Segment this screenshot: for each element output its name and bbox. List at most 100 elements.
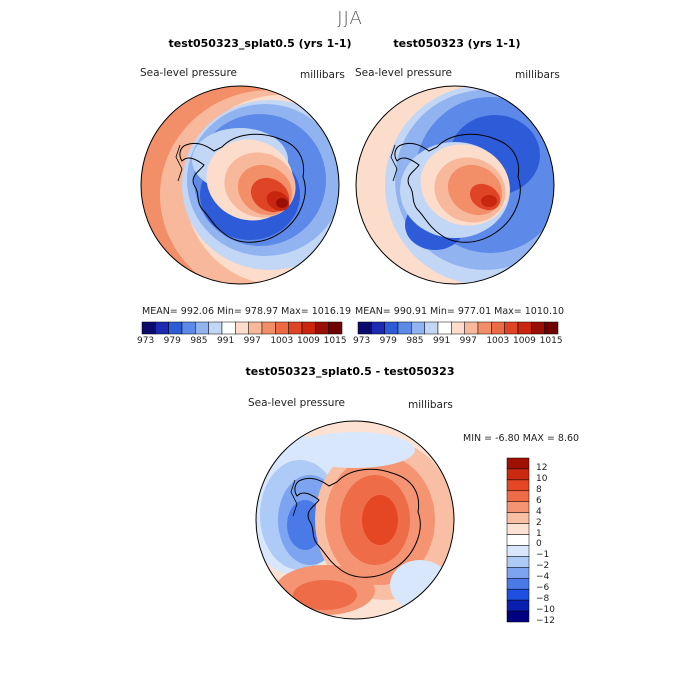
contour-region xyxy=(362,495,398,545)
panel3-map xyxy=(255,420,455,620)
panel1-variable: Sea-level pressure xyxy=(140,67,238,79)
colorbar-tick-label: 1009 xyxy=(513,336,536,346)
colorbar-tick-label: 2 xyxy=(536,517,542,528)
colorbar-tick-label: −1 xyxy=(536,550,550,561)
colorbar-swatch xyxy=(506,457,530,470)
contour-region xyxy=(390,560,450,610)
colorbar-tick-label: 8 xyxy=(536,484,542,495)
colorbar-tick-label: −10 xyxy=(536,605,555,616)
colorbar-swatch xyxy=(315,321,329,335)
contour-region xyxy=(295,432,415,468)
colorbar-swatch xyxy=(301,321,316,335)
panel1-colorbar xyxy=(141,321,343,335)
panel3-title: test050323_splat0.5 - test050323 xyxy=(245,365,455,378)
colorbar-swatch xyxy=(477,321,492,335)
colorbar-tick-label: 1015 xyxy=(539,336,563,346)
map-boundary xyxy=(140,85,340,285)
panel2-map xyxy=(355,85,555,285)
colorbar-tick-label: −2 xyxy=(536,561,550,572)
map-boundary xyxy=(355,85,555,285)
colorbar-tick-label: 4 xyxy=(536,506,542,517)
colorbar-swatch xyxy=(506,479,530,492)
panel3-stats: MIN = -6.80 MAX = 8.60 xyxy=(463,433,580,444)
colorbar-tick-label: −4 xyxy=(536,572,550,583)
panel1-map xyxy=(140,85,340,285)
colorbar-tick-label: 12 xyxy=(536,462,548,473)
colorbar-swatch xyxy=(517,321,532,335)
colorbar-swatch xyxy=(437,321,452,335)
colorbar-swatch xyxy=(261,321,276,335)
colorbar-tick-label: 6 xyxy=(536,495,542,506)
figure-title: JJA xyxy=(337,8,363,29)
colorbar-tick-label: 991 xyxy=(217,336,235,346)
panel1-title: test050323_splat0.5 (yrs 1-1) xyxy=(168,37,352,50)
colorbar-tick-label: 1009 xyxy=(297,336,320,346)
colorbar-tick-label: −12 xyxy=(536,616,555,626)
colorbar-swatch xyxy=(384,321,399,335)
colorbar-swatch xyxy=(506,468,530,481)
antarctica-coastline xyxy=(394,133,521,243)
colorbar-swatch xyxy=(506,545,530,557)
peninsula-coastline xyxy=(175,144,183,182)
colorbar-tick-label: 1015 xyxy=(323,336,347,346)
colorbar-swatch xyxy=(506,588,530,601)
colorbar-swatch xyxy=(397,321,412,335)
panel2-title: test050323 (yrs 1-1) xyxy=(393,37,521,50)
panel3-units: millibars xyxy=(408,399,453,411)
colorbar-tick-label: 973 xyxy=(353,336,371,346)
colorbar-swatch xyxy=(141,321,156,335)
colorbar-swatch xyxy=(506,534,530,546)
colorbar-swatch xyxy=(288,321,303,335)
panel2-stats: MEAN= 990.91 Min= 977.01 Max= 1010.10 xyxy=(355,306,565,317)
panel1-units: millibars xyxy=(300,69,345,81)
colorbar-swatch xyxy=(248,321,263,335)
contour-region xyxy=(293,580,357,610)
panel2-colorbar xyxy=(357,321,559,335)
map-field xyxy=(256,421,454,619)
colorbar-swatch xyxy=(275,321,289,335)
colorbar-swatch xyxy=(195,321,209,335)
colorbar-swatch xyxy=(424,321,439,335)
colorbar-swatch xyxy=(506,556,530,568)
colorbar-swatch xyxy=(506,578,530,590)
colorbar-tick-label: −6 xyxy=(536,583,550,594)
colorbar-tick-label: 973 xyxy=(137,336,155,346)
colorbar-swatch xyxy=(411,321,425,335)
colorbar-swatch xyxy=(491,321,505,335)
colorbar-tick-label: 979 xyxy=(163,336,181,346)
colorbar-swatch xyxy=(357,321,372,335)
colorbar-swatch xyxy=(544,321,559,335)
colorbar-tick-label: −8 xyxy=(536,594,550,605)
peninsula-coastline xyxy=(390,144,398,182)
colorbar-swatch xyxy=(464,321,479,335)
panel2-units: millibars xyxy=(515,69,560,81)
colorbar-swatch xyxy=(506,523,530,535)
colorbar-swatch xyxy=(451,321,465,335)
colorbar-swatch xyxy=(531,321,545,335)
colorbar-tick-label: 985 xyxy=(190,336,208,346)
colorbar-swatch xyxy=(328,321,343,335)
colorbar-tick-label: 1 xyxy=(536,528,542,539)
colorbar-swatch xyxy=(181,321,196,335)
colorbar-swatch xyxy=(221,321,236,335)
map-boundary xyxy=(255,420,455,620)
panel2-variable: Sea-level pressure xyxy=(355,67,453,79)
colorbar-tick-label: 1003 xyxy=(486,336,510,346)
antarctica-coastline xyxy=(179,133,306,243)
colorbar-tick-label: 997 xyxy=(459,336,477,346)
colorbar-swatch xyxy=(168,321,183,335)
contour-region xyxy=(481,195,497,207)
colorbar-tick-label: 10 xyxy=(536,473,548,484)
panel3-colorbar xyxy=(506,457,530,623)
colorbar-swatch xyxy=(208,321,223,335)
colorbar-tick-label: 0 xyxy=(536,539,542,550)
colorbar-swatch xyxy=(506,512,530,524)
contour-region xyxy=(276,198,288,208)
colorbar-tick-label: 991 xyxy=(433,336,451,346)
colorbar-swatch xyxy=(155,321,169,335)
peninsula-coastline xyxy=(290,479,298,517)
colorbar-tick-label: 997 xyxy=(243,336,261,346)
colorbar-swatch xyxy=(506,610,530,623)
antarctica-coastline xyxy=(294,468,421,578)
colorbar-tick-label: 979 xyxy=(379,336,397,346)
